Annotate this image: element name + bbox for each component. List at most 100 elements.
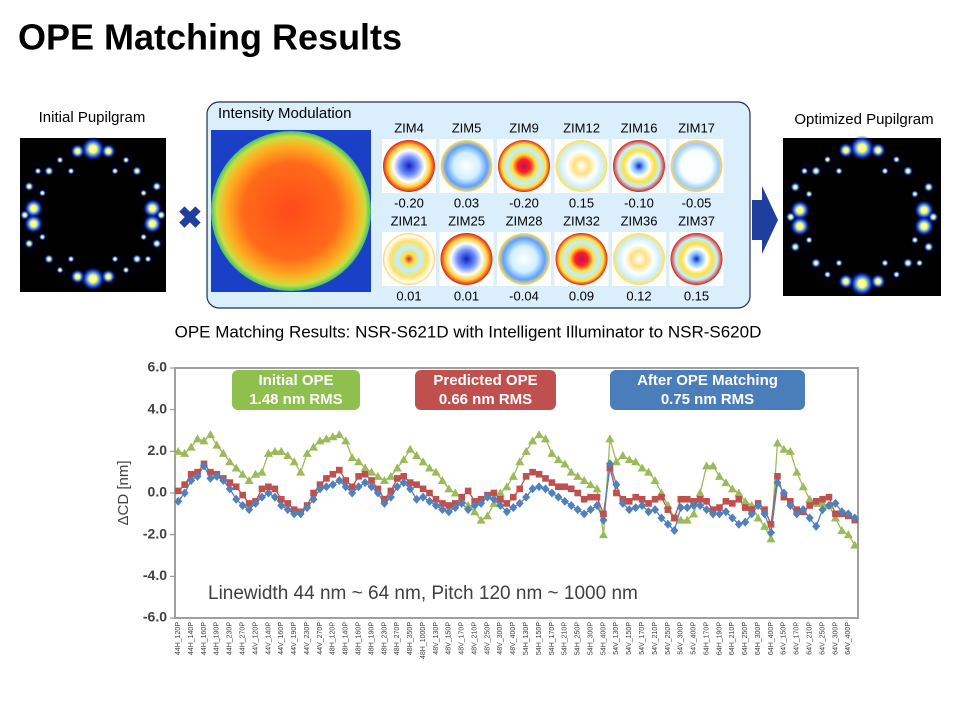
data-marker (522, 492, 531, 502)
data-marker (567, 485, 575, 493)
pupil-spot (881, 167, 889, 175)
pupil-spot (151, 181, 162, 192)
data-marker (567, 501, 576, 510)
data-marker (496, 501, 505, 510)
pupilgram-image (783, 138, 941, 296)
data-marker (368, 477, 375, 484)
data-marker (535, 470, 543, 478)
x-tick-label: 44H_230P (227, 622, 234, 655)
data-marker (265, 483, 272, 491)
data-marker (399, 455, 409, 464)
data-marker (270, 446, 280, 455)
data-marker (309, 494, 318, 504)
data-marker (342, 477, 350, 484)
data-marker (483, 492, 492, 502)
zim-value: -0.10 (624, 195, 654, 210)
data-marker (431, 467, 441, 476)
data-marker (541, 484, 550, 494)
data-marker (618, 451, 628, 459)
data-marker (392, 463, 402, 472)
data-marker (322, 482, 331, 492)
x-tick-label: 64H_210P (729, 622, 736, 655)
pupil-spot (24, 181, 35, 192)
x-tick-label: 48V_170P (459, 622, 466, 655)
data-marker (528, 436, 538, 445)
data-marker (580, 495, 588, 503)
data-marker (412, 451, 422, 459)
data-marker (406, 479, 414, 486)
pupil-spot (810, 165, 822, 177)
x-tick-label: 44V_120P (252, 622, 259, 655)
data-marker (289, 457, 299, 466)
data-marker (632, 493, 640, 501)
data-marker (528, 484, 537, 494)
data-marker (734, 488, 744, 497)
data-marker (354, 457, 364, 466)
data-marker (818, 505, 827, 515)
data-marker (825, 501, 834, 510)
chart: OPE Matching Results: NSR-S621D with Int… (115, 322, 860, 659)
pupil-spot (849, 135, 875, 161)
data-marker (650, 476, 660, 484)
data-marker (663, 519, 672, 529)
data-marker (174, 496, 183, 506)
data-marker (553, 455, 563, 464)
pupil-spot (911, 236, 919, 244)
pupil-spot (67, 255, 75, 263)
zim-map (670, 233, 723, 285)
data-marker (547, 448, 557, 457)
pupil-spot (139, 189, 148, 197)
data-marker (644, 507, 653, 517)
pupilgram-label: Optimized Pupilgram (794, 111, 933, 128)
data-marker (605, 434, 615, 443)
data-marker (529, 468, 536, 476)
pupil-spot (838, 273, 854, 289)
arrow-icon (752, 186, 778, 254)
data-marker (270, 492, 279, 502)
zim-map (498, 233, 550, 285)
data-marker (341, 436, 351, 445)
data-marker (425, 496, 434, 506)
legend-box (610, 370, 805, 410)
data-marker (618, 498, 627, 508)
legend-label: Predicted OPE (433, 372, 537, 389)
zim-grid: ZIM4 -0.20 ZIM5 0.03 ZIM9 -0.20 ZIM12 0.15 ZIM16… (382, 120, 724, 303)
data-marker (644, 467, 654, 476)
data-marker (542, 475, 549, 482)
data-marker (206, 473, 215, 483)
data-marker (786, 501, 795, 510)
data-marker (555, 483, 562, 491)
data-marker (580, 509, 589, 519)
data-marker (695, 488, 705, 497)
data-marker (244, 476, 254, 484)
pupil-spot (80, 266, 106, 291)
x-tick-label: 64H_400P (768, 622, 775, 655)
data-marker (598, 530, 608, 539)
data-marker (586, 480, 596, 489)
zim-name: ZIM12 (563, 120, 600, 135)
data-marker (489, 494, 498, 504)
data-marker (587, 493, 594, 501)
data-marker (257, 467, 267, 476)
data-marker (682, 515, 692, 524)
pupil-spot (823, 155, 832, 164)
zim-value: 0.09 (569, 288, 594, 303)
data-marker (683, 503, 692, 513)
data-marker (747, 509, 756, 519)
data-marker (503, 500, 511, 507)
x-tick-label: 44H_160P (201, 622, 208, 655)
data-marker (477, 498, 486, 508)
data-marker (671, 514, 678, 522)
pupil-spot (23, 214, 44, 234)
data-marker (173, 446, 183, 455)
data-marker (225, 484, 234, 494)
legend-rms: 1.48 nm RMS (249, 391, 342, 408)
data-marker (380, 498, 389, 508)
data-marker (341, 482, 350, 492)
pupil-spot (835, 259, 843, 267)
data-marker (573, 505, 582, 515)
data-marker (245, 505, 254, 515)
pupil-spot (902, 257, 914, 269)
data-marker (277, 501, 286, 510)
